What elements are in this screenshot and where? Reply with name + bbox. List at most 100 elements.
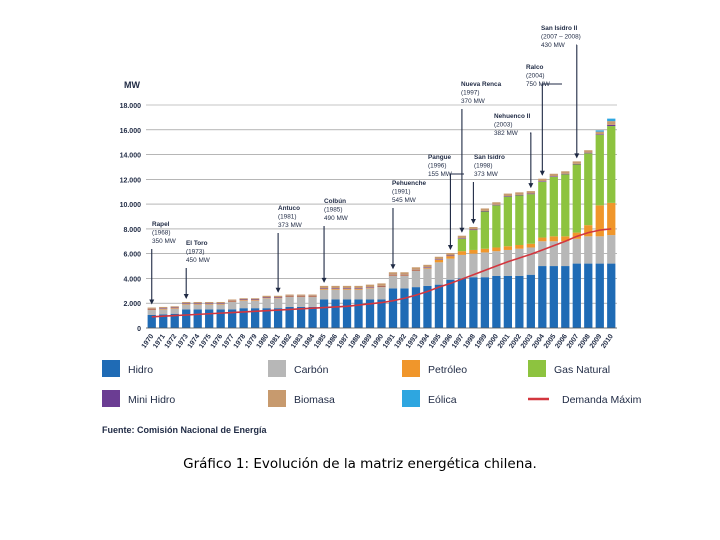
- annotation-pehuenche: Pehuenche (1991)545 MW: [390, 180, 427, 270]
- bar-segment-hidro: [469, 277, 478, 328]
- bar-segment-mini-hidro: [308, 295, 317, 297]
- bar-segment-carb-n: [147, 310, 156, 315]
- bar-segment-carb-n: [273, 298, 283, 309]
- annotation-text: (1997): [461, 90, 479, 97]
- y-tick-label: 4.000: [123, 276, 141, 283]
- bar-segment-gas-natural: [457, 238, 467, 252]
- bar-segment-mini-hidro: [446, 255, 455, 257]
- bar-segment-hidro: [354, 299, 363, 328]
- bar-segment-petr-leo: [354, 288, 363, 290]
- annotation-text: Antuco: [278, 205, 300, 212]
- bar-segment-carb-n: [159, 309, 168, 315]
- bar-segment-carb-n: [434, 262, 444, 285]
- annotation-arrowhead: [539, 170, 545, 176]
- annotation-text: 490 MW: [324, 215, 349, 222]
- annotation-ralco: Ralco (2004)750 MW: [526, 64, 562, 176]
- bar-segment-mini-hidro: [377, 285, 386, 287]
- bar-segment-hidro: [549, 266, 558, 328]
- annotation-text: Ralco: [526, 64, 543, 71]
- bar-segment-carb-n: [538, 241, 547, 267]
- annotation-arrowhead: [390, 264, 396, 270]
- annotation-arrowhead: [183, 293, 189, 299]
- bar-segment-carb-n: [228, 301, 237, 310]
- legend-swatch: [402, 360, 420, 377]
- source-note: Fuente: Comisión Nacional de Energía: [102, 425, 268, 435]
- bar-segment-biomasa: [170, 306, 179, 308]
- bar-segment-mini-hidro: [228, 300, 237, 302]
- annotation-text: (2007 – 2008): [541, 34, 581, 41]
- bar-segment-hidro: [503, 275, 513, 328]
- bar-segment-petr-leo: [377, 286, 386, 288]
- bar-segment-gas-natural: [503, 196, 513, 247]
- bar-segment-mini-hidro: [469, 229, 478, 231]
- bar-segment-carb-n: [262, 298, 271, 309]
- annotation-rapel: Rapel (1968)350 MW: [149, 221, 177, 305]
- y-tick-label: 18.000: [120, 103, 142, 110]
- bar-segment-biomasa: [480, 208, 490, 211]
- bar-segment-carb-n: [296, 297, 306, 307]
- bar-segment-mini-hidro: [457, 238, 467, 239]
- bar-segment-biomasa: [342, 285, 352, 289]
- legend-swatch: [528, 360, 546, 377]
- annotation-arrow: [449, 173, 464, 250]
- bar-segment-biomasa: [319, 285, 329, 289]
- bar-segment-biomasa: [434, 256, 444, 260]
- bar-segment-biomasa: [572, 161, 581, 164]
- bar-segment-mini-hidro: [170, 307, 179, 309]
- bar-segment-biomasa: [331, 285, 340, 289]
- y-tick-label: 10.000: [120, 202, 142, 209]
- bar-segment-biomasa: [216, 301, 225, 304]
- bar-segment-carb-n: [331, 289, 340, 300]
- bar-segment-hidro: [319, 299, 329, 328]
- bar-segment-hidro: [308, 306, 317, 328]
- y-tick-label: 16.000: [120, 128, 142, 135]
- bar-segment-carb-n: [515, 248, 524, 276]
- annotation-arrow: [541, 83, 562, 175]
- bar-segment-biomasa: [285, 294, 294, 296]
- bar-segment-hidro: [584, 263, 593, 328]
- bar-segment-biomasa: [388, 272, 398, 275]
- bar-segment-mini-hidro: [239, 299, 248, 301]
- annotation-text: 382 MW: [494, 130, 519, 137]
- bar-segment-mini-hidro: [296, 295, 306, 297]
- bar-segment-biomasa: [561, 171, 570, 174]
- bar-segment-petr-leo: [457, 251, 467, 255]
- bar-segment-petr-leo: [182, 303, 191, 305]
- bar-segment-petr-leo: [607, 202, 616, 236]
- bar-segment-hidro: [296, 306, 306, 328]
- bar-segment-mini-hidro: [572, 163, 581, 165]
- annotation-text: 373 MW: [474, 171, 499, 178]
- bar-segment-e-lica: [595, 130, 604, 132]
- bar-segment-biomasa: [273, 295, 283, 298]
- bar-segment-hidro: [147, 314, 156, 328]
- legend-swatch: [402, 390, 420, 407]
- bar-segment-mini-hidro: [607, 124, 616, 127]
- bar-segment-carb-n: [388, 275, 398, 289]
- legend-label: Mini Hidro: [128, 394, 175, 406]
- legend-swatch: [102, 390, 120, 407]
- bar-segment-biomasa: [228, 299, 237, 301]
- bar-segment-carb-n: [584, 236, 593, 264]
- annotation-arrowhead: [149, 299, 155, 305]
- bar-segment-hidro: [457, 278, 467, 328]
- annotation-colb-n: Colbún (1985)490 MW: [321, 198, 349, 283]
- bar-segment-biomasa: [526, 191, 535, 194]
- y-tick-label: 2.000: [123, 301, 141, 308]
- bar-segment-hidro: [365, 299, 375, 328]
- bar-segment-carb-n: [365, 288, 375, 300]
- bar-segment-biomasa: [411, 267, 421, 270]
- annotation-nehuenco-ii: Nehuenco II (2003)382 MW: [494, 113, 534, 189]
- legend-item-carb-n: Carbón: [268, 360, 329, 377]
- bar-segment-petr-leo: [480, 248, 490, 253]
- annotation-el-toro: El Toro (1973)450 MW: [183, 240, 211, 299]
- bar-segment-mini-hidro: [285, 295, 294, 297]
- bar-segment-mini-hidro: [250, 299, 260, 301]
- bar-segment-gas-natural: [607, 126, 616, 203]
- bar-segment-e-lica: [607, 118, 616, 122]
- bar-segment-hidro: [400, 288, 409, 328]
- annotation-arrowhead: [321, 277, 327, 283]
- bar-segment-biomasa: [147, 307, 156, 309]
- bar-segment-biomasa: [607, 121, 616, 125]
- bar-segment-biomasa: [549, 173, 558, 177]
